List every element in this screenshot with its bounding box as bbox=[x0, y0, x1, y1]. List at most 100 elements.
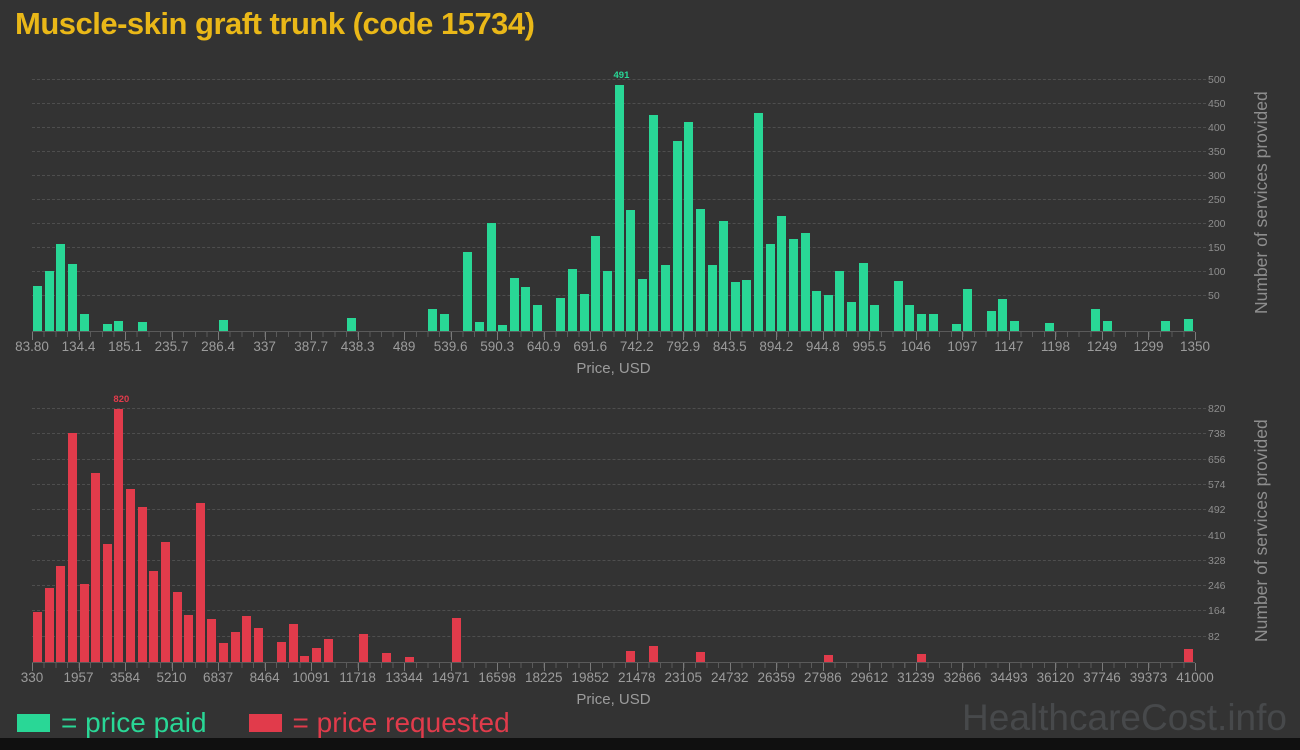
bar[interactable] bbox=[928, 313, 938, 331]
bar[interactable] bbox=[172, 591, 182, 662]
bar[interactable] bbox=[33, 612, 42, 662]
bar[interactable] bbox=[79, 313, 89, 331]
bar[interactable] bbox=[847, 301, 857, 331]
bar[interactable] bbox=[788, 239, 798, 331]
bar[interactable] bbox=[33, 285, 42, 331]
bar[interactable] bbox=[312, 648, 322, 662]
bar[interactable] bbox=[695, 208, 705, 331]
bar[interactable] bbox=[695, 651, 705, 662]
bar[interactable] bbox=[998, 298, 1008, 331]
bar[interactable] bbox=[79, 584, 89, 662]
bar[interactable] bbox=[626, 650, 636, 662]
bar[interactable] bbox=[474, 322, 484, 331]
bar[interactable] bbox=[893, 281, 903, 331]
bar[interactable] bbox=[858, 263, 868, 331]
bar[interactable] bbox=[951, 323, 961, 331]
bar[interactable] bbox=[509, 277, 519, 331]
bar[interactable] bbox=[114, 409, 124, 662]
bar[interactable] bbox=[56, 243, 66, 331]
y-tick-label: 492 bbox=[1208, 504, 1226, 517]
bar[interactable] bbox=[323, 639, 333, 662]
bar[interactable] bbox=[823, 655, 833, 662]
bar[interactable] bbox=[963, 288, 973, 331]
x-axis-tick bbox=[1101, 332, 1103, 340]
bar[interactable] bbox=[637, 278, 647, 331]
bar[interactable] bbox=[870, 304, 880, 331]
bar[interactable] bbox=[102, 323, 112, 331]
bar[interactable] bbox=[649, 115, 659, 331]
bar[interactable] bbox=[1044, 323, 1054, 331]
bar[interactable] bbox=[358, 633, 368, 662]
bar[interactable] bbox=[1184, 319, 1194, 331]
bar[interactable] bbox=[300, 656, 310, 662]
bar[interactable] bbox=[521, 286, 531, 331]
bar[interactable] bbox=[137, 321, 147, 331]
bar[interactable] bbox=[67, 263, 77, 331]
bar[interactable] bbox=[126, 489, 136, 662]
bar[interactable] bbox=[219, 319, 229, 331]
bar[interactable] bbox=[288, 624, 298, 662]
bar[interactable] bbox=[160, 541, 170, 662]
bar[interactable] bbox=[916, 313, 926, 331]
bar[interactable] bbox=[556, 298, 566, 331]
bar[interactable] bbox=[567, 268, 577, 331]
bar[interactable] bbox=[1184, 648, 1194, 662]
bar[interactable] bbox=[986, 310, 996, 331]
bar[interactable] bbox=[207, 619, 217, 662]
bar[interactable] bbox=[347, 317, 356, 331]
bar[interactable] bbox=[114, 320, 124, 331]
bar[interactable] bbox=[661, 264, 671, 331]
bar[interactable] bbox=[1161, 321, 1171, 331]
bar[interactable] bbox=[835, 271, 845, 331]
bar[interactable] bbox=[823, 294, 833, 331]
bar[interactable] bbox=[463, 252, 473, 331]
bar[interactable] bbox=[591, 236, 601, 331]
bar[interactable] bbox=[754, 112, 764, 331]
bar[interactable] bbox=[1091, 309, 1101, 331]
bar[interactable] bbox=[486, 222, 496, 331]
bar[interactable] bbox=[498, 324, 508, 331]
bar[interactable] bbox=[195, 502, 205, 662]
bar[interactable] bbox=[184, 615, 194, 662]
bar[interactable] bbox=[730, 282, 740, 331]
x-axis-tick bbox=[1101, 663, 1103, 671]
bar[interactable] bbox=[905, 304, 915, 331]
bar[interactable] bbox=[649, 645, 659, 662]
bar[interactable] bbox=[44, 270, 54, 331]
bar[interactable] bbox=[440, 313, 450, 331]
bar[interactable] bbox=[56, 566, 66, 662]
bar[interactable] bbox=[672, 141, 682, 331]
bar[interactable] bbox=[777, 215, 787, 331]
bar[interactable] bbox=[1009, 321, 1019, 331]
bar[interactable] bbox=[765, 244, 775, 331]
bar[interactable] bbox=[277, 641, 287, 662]
bar[interactable] bbox=[91, 472, 101, 662]
bar[interactable] bbox=[67, 432, 77, 662]
bar[interactable] bbox=[916, 654, 926, 662]
bar[interactable] bbox=[614, 84, 624, 331]
x-tick-label: 24732 bbox=[711, 670, 749, 685]
bar[interactable] bbox=[405, 656, 415, 662]
bar[interactable] bbox=[253, 627, 263, 662]
bar[interactable] bbox=[1102, 320, 1112, 331]
bar[interactable] bbox=[230, 631, 240, 662]
bar[interactable] bbox=[719, 221, 729, 331]
bar[interactable] bbox=[742, 279, 752, 331]
bar[interactable] bbox=[579, 293, 589, 331]
bar[interactable] bbox=[137, 507, 147, 662]
bar[interactable] bbox=[533, 304, 543, 331]
bar[interactable] bbox=[602, 270, 612, 331]
bar[interactable] bbox=[428, 308, 438, 331]
bar[interactable] bbox=[684, 121, 694, 331]
bar[interactable] bbox=[219, 642, 229, 662]
bar[interactable] bbox=[451, 617, 461, 662]
bar[interactable] bbox=[626, 209, 636, 331]
bar[interactable] bbox=[812, 290, 822, 331]
bar[interactable] bbox=[800, 233, 810, 331]
bar[interactable] bbox=[381, 653, 391, 662]
bar[interactable] bbox=[102, 544, 112, 662]
bar[interactable] bbox=[707, 264, 717, 331]
bar[interactable] bbox=[44, 587, 54, 662]
bar[interactable] bbox=[242, 615, 252, 662]
bar[interactable] bbox=[149, 571, 159, 662]
